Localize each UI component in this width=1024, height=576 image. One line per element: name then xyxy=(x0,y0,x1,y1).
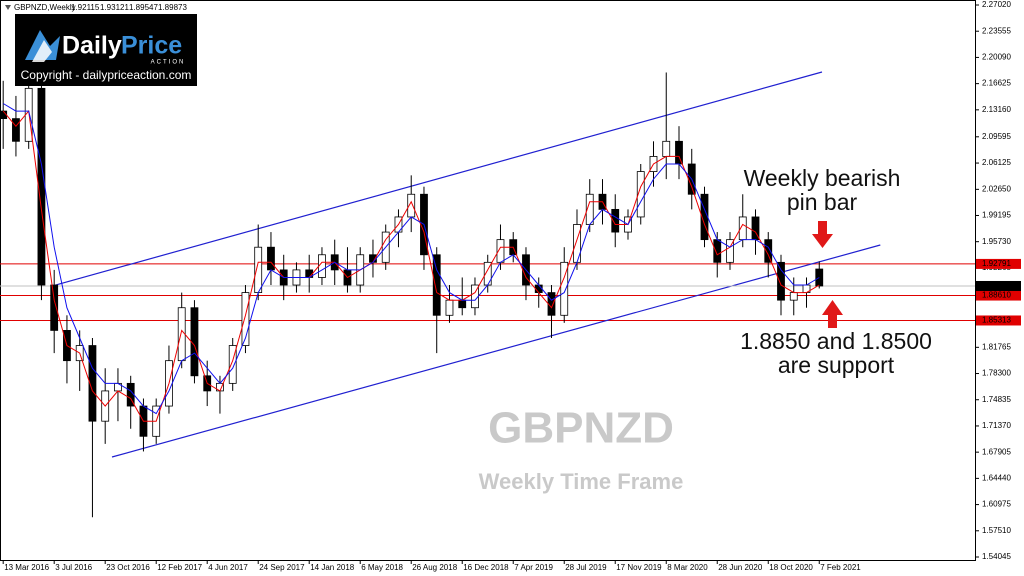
y-tick-label: 2.09595 xyxy=(982,132,1011,141)
logo-icon-inner xyxy=(32,40,52,62)
x-tick-label: 4 Jun 2017 xyxy=(208,563,248,572)
x-tick-label: 7 Feb 2021 xyxy=(820,563,861,572)
moving-average xyxy=(2,109,820,422)
x-tick-label: 28 Jul 2019 xyxy=(565,563,607,572)
candle-body xyxy=(432,254,441,316)
annotation-text: are support xyxy=(778,352,895,378)
x-tick-label: 6 May 2018 xyxy=(361,563,403,572)
candle-body xyxy=(534,284,543,293)
candle-body xyxy=(789,292,798,301)
chart-title: GBPNZD,Weekly xyxy=(14,3,76,12)
arrow-down xyxy=(812,221,833,248)
candle-body xyxy=(50,284,59,331)
header-low: 1.89547 xyxy=(129,3,158,12)
y-tick-label: 2.23555 xyxy=(982,26,1011,35)
candle-body xyxy=(88,345,97,422)
annotation-text: pin bar xyxy=(787,189,858,215)
candle-body xyxy=(445,299,454,316)
candle-body xyxy=(675,140,683,165)
x-tick-label: 14 Jan 2018 xyxy=(310,563,355,572)
candle-body xyxy=(177,307,186,362)
x-tick-label: 28 Jun 2020 xyxy=(718,563,763,572)
header-open: 1.92115 xyxy=(71,3,100,12)
logo-tag: ACTION xyxy=(151,60,186,66)
watermark-symbol: GBPNZD xyxy=(488,404,674,453)
candle-body xyxy=(777,261,785,301)
y-tick-label: 1.95730 xyxy=(982,237,1011,246)
candle-body xyxy=(228,345,237,384)
candle-body xyxy=(267,246,275,271)
candle-body xyxy=(611,208,620,233)
x-tick-label: 18 Oct 2020 xyxy=(769,563,813,572)
y-tick-label: 1.71370 xyxy=(982,421,1011,430)
candle-body xyxy=(0,110,8,120)
level-label-box xyxy=(976,315,1021,326)
candle-body xyxy=(458,299,467,309)
arrow-up xyxy=(822,300,843,328)
y-tick-label: 2.02650 xyxy=(982,184,1011,193)
y-tick-label: 1.54045 xyxy=(982,552,1011,561)
y-tick-label: 1.57510 xyxy=(982,526,1011,535)
y-tick-label: 2.06125 xyxy=(982,158,1011,167)
level-label: 1.85313 xyxy=(982,316,1011,325)
logo-daily: Daily xyxy=(62,32,122,60)
x-tick-label: 3 Jul 2016 xyxy=(55,563,92,572)
level-label-box xyxy=(976,290,1021,301)
candle-body xyxy=(318,254,326,278)
y-tick-label: 2.13160 xyxy=(982,105,1011,114)
annotation-text: 1.8850 and 1.8500 xyxy=(740,328,932,354)
candle-body xyxy=(254,246,263,293)
candle-body xyxy=(241,292,250,346)
current-price-label: 1.89873 xyxy=(982,281,1011,290)
candle-body xyxy=(713,239,722,263)
current-price-box xyxy=(976,280,1021,291)
candle-body xyxy=(764,239,773,263)
annotation-text: Weekly bearish xyxy=(744,165,901,191)
x-tick-label: 26 Aug 2018 xyxy=(412,563,457,572)
x-tick-label: 7 Apr 2019 xyxy=(514,563,553,572)
moving-average xyxy=(2,103,820,415)
level-label: 1.92791 xyxy=(982,259,1011,268)
candle-body xyxy=(560,261,569,316)
y-tick-label: 1.99195 xyxy=(982,211,1011,220)
y-tick-label: 1.60975 xyxy=(982,500,1011,509)
y-tick-label: 1.74835 xyxy=(982,395,1011,404)
header-high: 1.93121 xyxy=(100,3,129,12)
candle-body xyxy=(573,224,581,263)
candle-body xyxy=(547,292,556,316)
x-tick-label: 8 Mar 2020 xyxy=(667,563,708,572)
y-tick-label: 2.20090 xyxy=(982,53,1011,62)
candle-body xyxy=(636,171,645,218)
plot-marks xyxy=(0,65,975,518)
x-tick-label: 23 Oct 2016 xyxy=(106,563,150,572)
x-tick-label: 12 Feb 2017 xyxy=(157,563,202,572)
header-icon xyxy=(5,5,11,10)
trendline xyxy=(111,244,881,458)
candle-body xyxy=(726,239,734,263)
candle-body xyxy=(190,307,199,377)
y-tick-label: 1.81765 xyxy=(982,342,1011,351)
logo: Daily Price ACTION Copyright - dailypric… xyxy=(15,14,197,86)
candle-body xyxy=(12,118,20,142)
x-tick-label: 13 Mar 2016 xyxy=(4,563,49,572)
level-label: 1.88610 xyxy=(982,291,1011,300)
level-label-box xyxy=(976,258,1021,269)
x-tick-label: 17 Nov 2019 xyxy=(616,563,662,572)
header-close: 1.89873 xyxy=(158,3,187,12)
x-tick-label: 24 Sep 2017 xyxy=(259,563,305,572)
candle-body xyxy=(37,87,46,286)
y-tick-label: 1.64440 xyxy=(982,473,1011,482)
logo-price: Price xyxy=(121,32,182,60)
trendline xyxy=(54,71,823,286)
y-tick-label: 1.67905 xyxy=(982,447,1011,456)
y-tick-label: 2.16625 xyxy=(982,79,1011,88)
logo-copyright: Copyright - dailypriceaction.com xyxy=(21,68,192,82)
candle-body xyxy=(662,140,671,157)
watermark-timeframe: Weekly Time Frame xyxy=(479,469,684,494)
y-tick-label: 1.78300 xyxy=(982,369,1011,378)
x-tick-label: 16 Dec 2018 xyxy=(463,563,509,572)
y-tick-label: 2.27020 xyxy=(982,0,1011,9)
